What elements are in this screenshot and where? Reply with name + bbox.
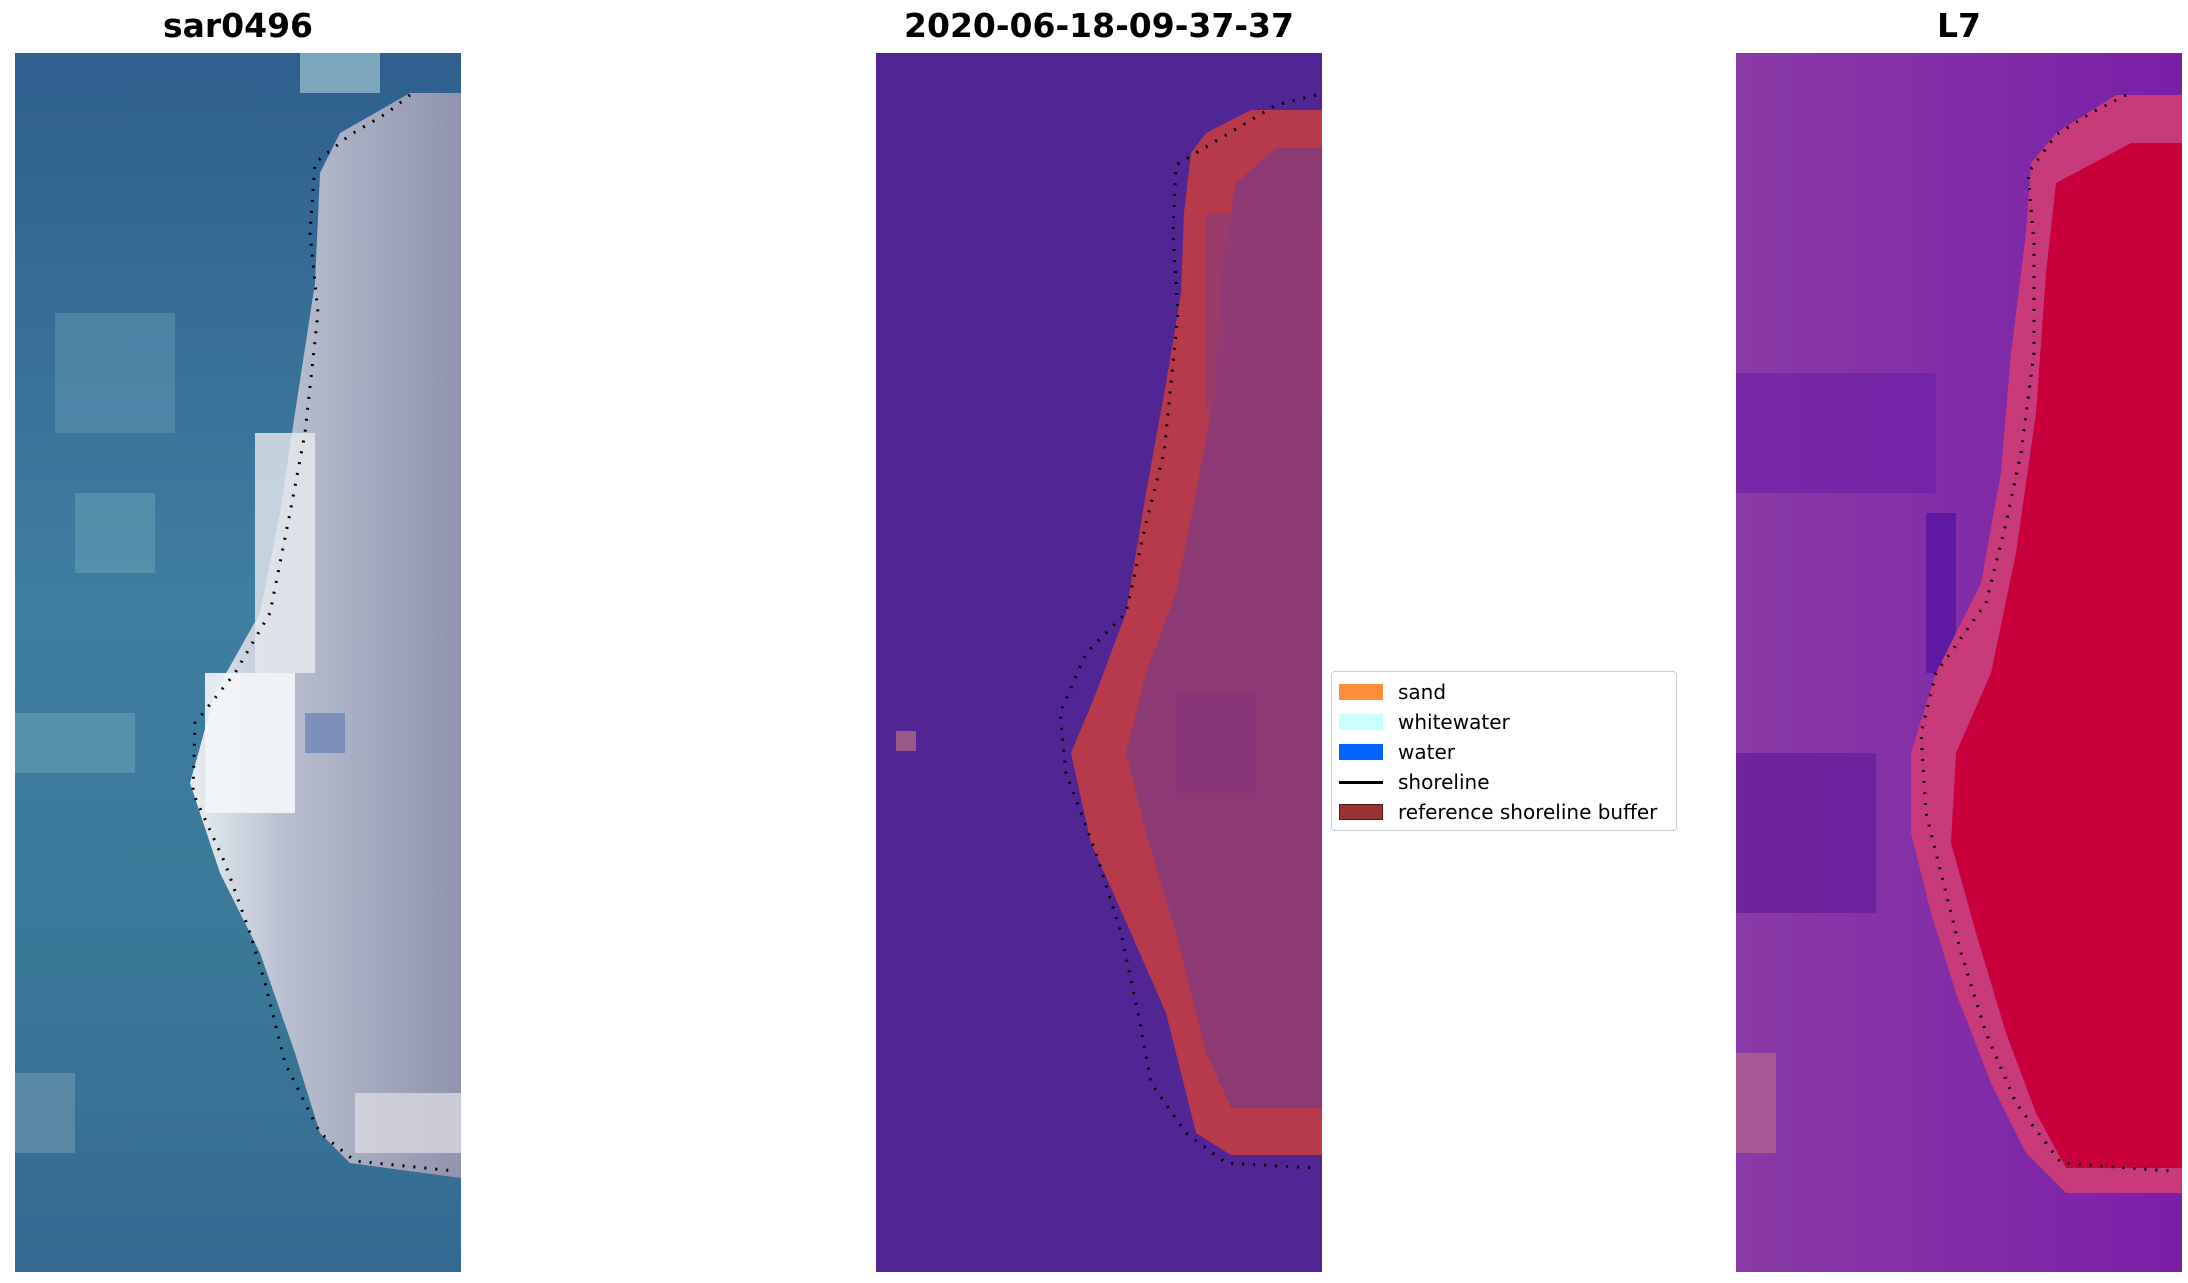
sand-swatch xyxy=(1339,684,1383,700)
panel-title-index: L7 xyxy=(1937,6,1981,45)
index-image-panel xyxy=(1736,53,2182,1272)
legend-item-whitewater: whitewater xyxy=(1332,707,1676,737)
index-image xyxy=(1736,53,2182,1272)
water-swatch xyxy=(1339,744,1383,760)
legend: sand whitewater water shoreline referenc… xyxy=(1331,671,1677,831)
rgb-image xyxy=(15,53,461,1272)
whitewater-swatch xyxy=(1339,714,1383,730)
legend-label-shoreline: shoreline xyxy=(1398,770,1490,794)
legend-label-sand: sand xyxy=(1398,680,1447,704)
legend-label-water: water xyxy=(1398,740,1455,764)
classified-image-panel xyxy=(876,53,1322,1272)
legend-label-reference-buffer: reference shoreline buffer xyxy=(1398,800,1658,824)
shoreline-line-swatch xyxy=(1339,781,1383,784)
legend-item-reference-buffer: reference shoreline buffer xyxy=(1332,797,1676,827)
legend-item-shoreline: shoreline xyxy=(1332,767,1676,797)
reference-buffer-swatch xyxy=(1339,804,1383,820)
legend-item-water: water xyxy=(1332,737,1676,767)
legend-label-whitewater: whitewater xyxy=(1398,710,1510,734)
panel-title-classification: 2020-06-18-09-37-37 xyxy=(904,6,1294,45)
rgb-image-panel xyxy=(15,53,461,1272)
panel-title-rgb: sar0496 xyxy=(162,6,314,45)
classified-image xyxy=(876,53,1322,1272)
legend-item-sand: sand xyxy=(1332,677,1676,707)
